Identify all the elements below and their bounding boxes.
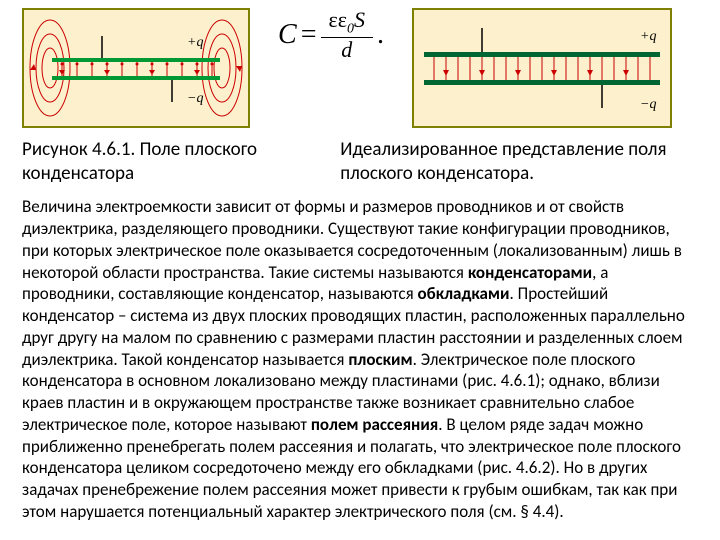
- formula-C: C: [278, 17, 297, 53]
- caption-2: Идеализированное представление поля плос…: [340, 138, 698, 187]
- fig1-label-top: +q: [187, 35, 203, 50]
- figure-2: +q −q: [412, 8, 672, 134]
- body-paragraph: Величина электроемкости зависит от формы…: [22, 196, 698, 522]
- formula-den: d: [333, 38, 360, 62]
- fig2-label-top: +q: [640, 29, 656, 44]
- caption-1: Рисунок 4.6.1. Поле плоского конденсатор…: [22, 138, 300, 187]
- fig2-label-bottom: −q: [640, 97, 656, 112]
- figure-1: +q −q: [22, 8, 250, 134]
- fig1-label-bottom: −q: [187, 91, 203, 106]
- formula: C = εε0S d .: [256, 8, 406, 62]
- formula-dot: .: [377, 17, 384, 53]
- formula-eq: =: [301, 17, 317, 53]
